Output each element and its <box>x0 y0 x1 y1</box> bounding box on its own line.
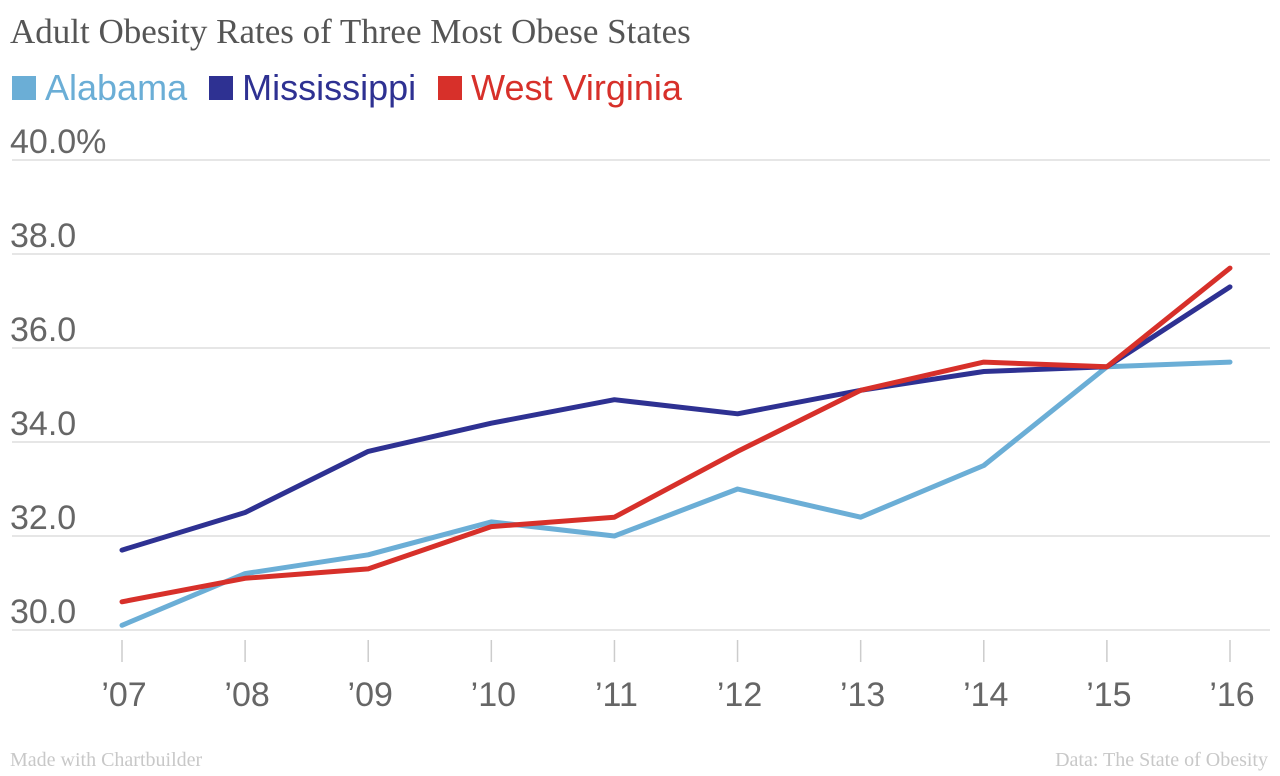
x-tick-label: ’12 <box>717 676 762 714</box>
legend: Alabama Mississippi West Virginia <box>12 66 704 110</box>
footer-credit: Made with Chartbuilder <box>10 749 203 771</box>
x-tick-label: ’14 <box>963 676 1008 714</box>
series-line-west-virginia <box>119 265 1233 605</box>
footer-source: Data: The State of Obesity <box>1055 749 1268 771</box>
x-tick-label: ’10 <box>471 676 516 714</box>
y-tick-label: 36.0 <box>10 311 76 349</box>
legend-label-alabama: Alabama <box>45 67 188 108</box>
y-tick-label: 40.0% <box>10 123 106 161</box>
x-tick-label: ’11 <box>595 676 638 714</box>
y-tick-label: 30.0 <box>10 593 76 631</box>
x-tick-label: ’15 <box>1086 676 1131 714</box>
legend-swatch-alabama <box>12 76 36 100</box>
legend-item-west-virginia: West Virginia <box>438 66 682 110</box>
x-tick-label: ’13 <box>840 676 885 714</box>
series-line-mississippi <box>119 284 1233 553</box>
legend-label-west-virginia: West Virginia <box>471 67 682 108</box>
series-line-alabama <box>119 359 1233 628</box>
x-tick-label: ’07 <box>101 676 146 714</box>
x-tick-label: ’09 <box>348 676 393 714</box>
chart-title: Adult Obesity Rates of Three Most Obese … <box>10 12 691 51</box>
y-tick-label: 34.0 <box>10 405 76 443</box>
legend-swatch-west-virginia <box>438 76 463 100</box>
legend-item-mississippi: Mississippi <box>209 66 416 110</box>
x-tick-label: ’08 <box>224 676 269 714</box>
y-tick-label: 32.0 <box>10 499 76 537</box>
legend-swatch-mississippi <box>209 76 234 100</box>
legend-label-mississippi: Mississippi <box>242 67 417 108</box>
legend-item-alabama: Alabama <box>12 66 187 110</box>
y-tick-label: 38.0 <box>10 217 76 255</box>
x-tick-label: ’16 <box>1209 676 1254 714</box>
